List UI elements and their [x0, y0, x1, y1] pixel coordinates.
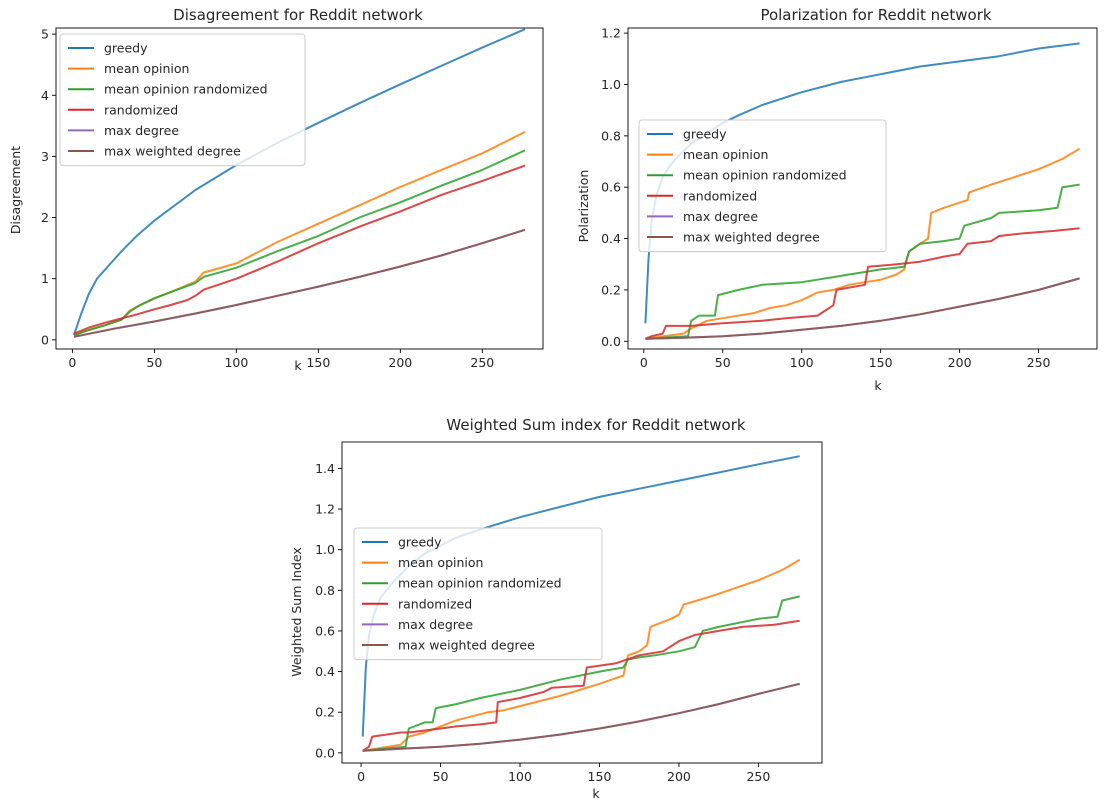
x-tick-label: 250	[746, 769, 770, 784]
y-tick-label: 0.4	[315, 664, 335, 679]
series-line-max-degree	[362, 682, 800, 752]
legend-label: mean opinion randomized	[104, 82, 268, 97]
legend-label: greedy	[104, 41, 148, 56]
y-tick-label: 1.0	[601, 77, 621, 92]
legend-label: greedy	[683, 127, 727, 142]
y-tick-label: 5	[41, 27, 49, 42]
series-line-randomized	[362, 619, 800, 752]
legend-label: max degree	[683, 209, 758, 224]
legend-label: max degree	[104, 123, 179, 138]
series-line-randomized	[73, 164, 526, 335]
series-lines	[73, 28, 526, 338]
legend-label: max degree	[398, 617, 473, 632]
series-line-mean-opinion-randomized	[645, 183, 1080, 340]
legend-label: randomized	[683, 188, 757, 203]
legend-label: greedy	[398, 535, 442, 550]
x-tick-label: 150	[869, 355, 893, 370]
y-axis-label: Disagreement	[8, 146, 23, 234]
y-tick-label: 1.0	[315, 542, 335, 557]
x-axis-label: k	[294, 358, 302, 373]
series-line-max-weighted-degree	[73, 228, 526, 338]
x-tick-label: 200	[388, 355, 412, 370]
x-tick-label: 200	[667, 769, 691, 784]
legend-label: mean opinion	[398, 555, 483, 570]
y-tick-label: 2	[41, 210, 49, 225]
legend-label: mean opinion	[683, 147, 768, 162]
plot-frame	[627, 27, 1098, 350]
x-tick-label: 150	[306, 355, 330, 370]
legend-label: mean opinion	[104, 61, 189, 76]
series-line-max-weighted-degree	[362, 682, 800, 752]
x-tick-label: 250	[1027, 355, 1051, 370]
legend-label: max weighted degree	[683, 230, 820, 245]
x-tick-label: 100	[508, 769, 532, 784]
x-tick-label: 100	[224, 355, 248, 370]
series-line-max-degree	[73, 228, 526, 338]
y-tick-label: 0.2	[315, 705, 335, 720]
y-tick-label: 0.4	[601, 231, 621, 246]
x-tick-label: 50	[146, 355, 162, 370]
series-line-mean-opinion-randomized	[73, 149, 526, 337]
chart-title: Polarization for Reddit network	[760, 6, 991, 24]
y-tick-label: 1.2	[315, 502, 335, 517]
y-tick-label: 3	[41, 149, 49, 164]
y-tick-label: 0.0	[601, 334, 621, 349]
y-tick-label: 0.6	[601, 180, 621, 195]
series-line-greedy	[73, 28, 526, 336]
y-tick-label: 4	[41, 88, 49, 103]
x-tick-label: 50	[433, 769, 449, 784]
series-line-mean-opinion-randomized	[362, 595, 800, 752]
x-tick-label: 0	[640, 355, 648, 370]
legend-label: mean opinion randomized	[683, 168, 847, 183]
x-axis-label: k	[592, 786, 600, 801]
x-tick-label: 150	[588, 769, 612, 784]
chart-weighted-sum: Weighted Sum index for Reddit network k …	[289, 416, 823, 801]
series-line-max-weighted-degree	[645, 277, 1080, 340]
y-tick-label: 0.8	[601, 128, 621, 143]
chart-title: Weighted Sum index for Reddit network	[446, 416, 745, 434]
y-tick-label: 1	[41, 271, 49, 286]
plot-frame	[341, 441, 823, 764]
x-axis-label: k	[874, 378, 882, 393]
legend-box	[353, 527, 603, 661]
y-tick-label: 0.0	[315, 745, 335, 760]
legend-label: randomized	[104, 102, 178, 117]
y-tick-label: 0.6	[315, 623, 335, 638]
x-tick-label: 0	[68, 355, 76, 370]
legend-label: randomized	[398, 596, 472, 611]
legend-label: max weighted degree	[398, 638, 535, 653]
chart-title: Disagreement for Reddit network	[173, 6, 423, 24]
x-tick-label: 0	[357, 769, 365, 784]
plot-frame	[55, 27, 544, 350]
legend-box	[638, 119, 887, 253]
x-tick-label: 50	[715, 355, 731, 370]
series-line-mean-opinion	[362, 558, 801, 752]
y-axis-label: Polarization	[576, 170, 591, 243]
y-tick-label: 0.2	[601, 282, 621, 297]
legend-box	[59, 33, 306, 167]
series-line-randomized	[645, 227, 1080, 340]
legend-label: max weighted degree	[104, 144, 241, 159]
chart-disagreement: Disagreement for Reddit network k Disagr…	[8, 6, 544, 373]
y-tick-label: 0.8	[315, 583, 335, 598]
y-tick-label: 1.4	[315, 461, 335, 476]
legend-label: mean opinion randomized	[398, 576, 562, 591]
x-tick-label: 250	[470, 355, 494, 370]
chart-polarization: Polarization for Reddit network k Polari…	[576, 6, 1098, 393]
y-axis-label: Weighted Sum Index	[289, 547, 304, 677]
y-tick-label: 0	[41, 332, 49, 347]
series-line-mean-opinion	[645, 147, 1081, 340]
y-tick-label: 1.2	[601, 26, 621, 41]
x-tick-label: 100	[790, 355, 814, 370]
x-tick-label: 200	[948, 355, 972, 370]
series-line-max-degree	[645, 277, 1080, 340]
